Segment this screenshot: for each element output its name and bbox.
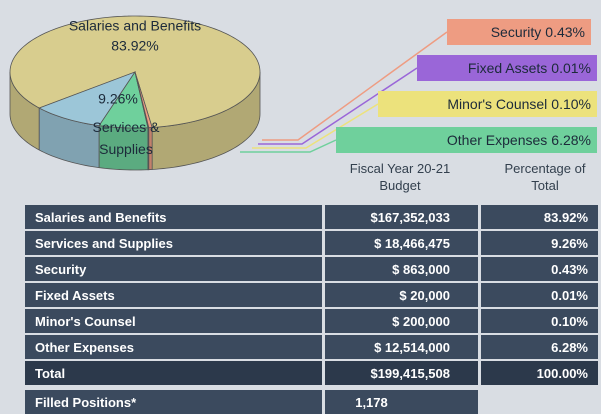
legend-value: 0.01% xyxy=(551,60,591,76)
slice-label-part: Supplies xyxy=(99,141,153,157)
table-cell: 0.43% xyxy=(481,257,598,281)
table-cell: Minor's Counsel xyxy=(25,309,322,333)
table-cell: Security xyxy=(25,257,322,281)
table-cell: 83.92% xyxy=(481,205,598,229)
legend-box: Other Expenses 6.28% xyxy=(336,127,597,153)
leader-line xyxy=(252,103,379,149)
table-cell: Services and Supplies xyxy=(25,231,322,255)
slice-label: Services & Supplies xyxy=(93,119,161,157)
slice-label: 83.92% xyxy=(111,38,158,54)
footer-cell: 1,178 xyxy=(325,390,478,414)
slice-label: 9.26% xyxy=(98,91,138,107)
legend-box: Security 0.43% xyxy=(447,19,591,45)
slice-tops xyxy=(9,15,261,129)
table-cell: Other Expenses xyxy=(25,335,322,359)
table-cell: 6.28% xyxy=(481,335,598,359)
leader-line xyxy=(262,31,448,141)
table-cell: $167,352,033 xyxy=(325,205,478,229)
slice-label: Salaries and Benefits xyxy=(69,18,201,34)
legend-value: 0.43% xyxy=(545,24,585,40)
legend-name: Other Expenses xyxy=(446,132,548,148)
legend-box: Minor's Counsel 0.10% xyxy=(378,91,597,117)
total-cell: $199,415,508 xyxy=(325,361,478,385)
slice-label-part: Services & xyxy=(93,119,161,135)
table-cell: Salaries and Benefits xyxy=(25,205,322,229)
legend-name: Fixed Assets xyxy=(467,60,548,76)
table-cell: 0.10% xyxy=(481,309,598,333)
table-cell: $ 863,000 xyxy=(325,257,478,281)
table-cell: $ 18,466,475 xyxy=(325,231,478,255)
table-cell: $ 200,000 xyxy=(325,309,478,333)
legend-value: 6.28% xyxy=(551,132,591,148)
leader-line xyxy=(240,139,337,153)
legend-value: 0.10% xyxy=(551,96,591,112)
slice xyxy=(38,71,137,127)
slice xyxy=(134,71,153,129)
total-cell: 100.00% xyxy=(481,361,598,385)
total-cell: Total xyxy=(25,361,322,385)
column-header: Fiscal Year 20-21 Budget xyxy=(349,161,451,193)
table-cell: 9.26% xyxy=(481,231,598,255)
legend-name: Security xyxy=(490,24,542,40)
table-cell: $ 12,514,000 xyxy=(325,335,478,359)
slice xyxy=(98,71,149,129)
footer-cell: Filled Positions* xyxy=(25,390,322,414)
table-cell: $ 20,000 xyxy=(325,283,478,307)
column-header: Percentage of Total xyxy=(504,161,586,193)
table-cell: 0.01% xyxy=(481,283,598,307)
legend-box: Fixed Assets 0.01% xyxy=(417,55,597,81)
table-cell: Fixed Assets xyxy=(25,283,322,307)
legend-name: Minor's Counsel xyxy=(447,96,548,112)
